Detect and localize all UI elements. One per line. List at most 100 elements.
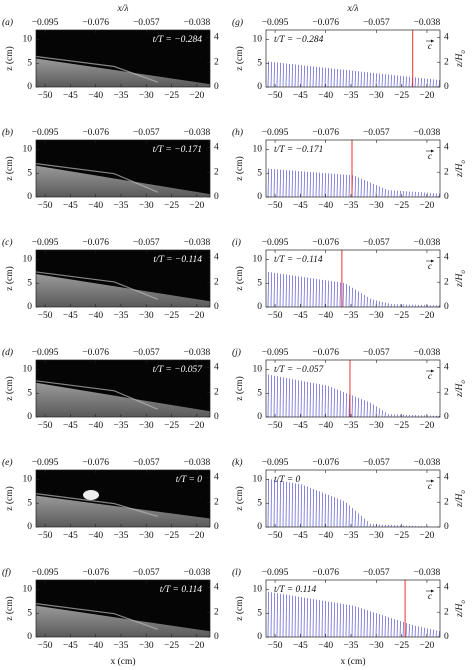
velocity-vector xyxy=(303,381,305,418)
velocity-vector xyxy=(282,274,284,308)
x-tick-label: −40 xyxy=(318,531,333,541)
velocity-vector xyxy=(393,304,395,308)
x-tick-label: −40 xyxy=(318,641,333,651)
panel: c −50 −45 −40 −35 −30 −25 −20 −0.095 −0.076 −0.057… xyxy=(232,127,467,211)
velocity-vector xyxy=(276,480,278,528)
velocity-vector xyxy=(267,591,269,638)
velocity-vector xyxy=(285,377,287,418)
top-tick-label: −0.038 xyxy=(184,18,211,28)
velocity-vector xyxy=(417,304,419,308)
velocity-vector xyxy=(369,298,371,308)
velocity-vector xyxy=(399,414,401,418)
x-tick-label: −50 xyxy=(268,641,283,651)
velocity-vector xyxy=(336,69,338,88)
h-tick-label: 2 xyxy=(214,387,219,397)
velocity-vector xyxy=(333,497,335,528)
velocity-vector xyxy=(435,79,437,88)
top-tick-label: −0.038 xyxy=(414,348,441,358)
velocity-vector xyxy=(273,62,275,88)
x-tick-label: −35 xyxy=(114,91,129,101)
velocity-vector xyxy=(384,616,386,638)
frame xyxy=(35,139,211,198)
vector-label: c xyxy=(428,262,433,272)
velocity-vector xyxy=(405,76,407,88)
velocity-vector xyxy=(333,173,335,198)
velocity-vector xyxy=(390,304,392,308)
h-tick-label: 0 xyxy=(444,522,449,532)
h-axis-label: z/Ho xyxy=(455,160,466,178)
velocity-vector xyxy=(321,384,323,418)
velocity-vector xyxy=(279,62,281,88)
top-tick-label: −0.057 xyxy=(133,568,160,578)
z-tick-label: 10 xyxy=(253,35,263,45)
x-tick-label: −25 xyxy=(394,201,409,211)
velocity-vector xyxy=(291,170,293,198)
velocity-vector xyxy=(345,502,347,528)
top-tick-label: −0.076 xyxy=(312,568,339,578)
velocity-vector xyxy=(312,383,314,418)
x-tick-label: −45 xyxy=(293,641,308,651)
velocity-vector xyxy=(378,614,380,638)
x-tick-label: −30 xyxy=(139,641,154,651)
velocity-vector xyxy=(429,629,431,638)
vector-arrowhead xyxy=(431,149,434,153)
velocity-vector xyxy=(297,483,299,528)
velocity-vector xyxy=(309,66,311,88)
velocity-vector xyxy=(405,191,407,198)
foam xyxy=(83,490,99,500)
x-tick-label: −45 xyxy=(293,311,308,321)
velocity-vector xyxy=(273,592,275,638)
x-tick-label: −30 xyxy=(369,201,384,211)
velocity-vector xyxy=(420,304,422,308)
water-surface xyxy=(35,493,158,518)
h-tick-label: 4 xyxy=(444,143,449,153)
water-surface xyxy=(35,271,159,300)
z-tick-label: 10 xyxy=(23,365,33,375)
z-tick-label: 0 xyxy=(257,632,262,642)
h-tick-label: 2 xyxy=(444,387,449,397)
panel: c −50 −45 −40 −35 −30 −25 −20 −0.095 −0.076 −0.057… xyxy=(232,17,467,101)
time-label: t/T = −0.114 xyxy=(274,255,323,265)
panel: −50 −45 −40 −35 −30 −25 −20 −0.095 −0.076 −0.057 −… xyxy=(2,237,219,321)
top-tick-label: −0.057 xyxy=(363,458,390,468)
h-tick-label: 4 xyxy=(444,363,449,373)
frame xyxy=(265,29,441,88)
velocity-vector xyxy=(303,171,305,198)
velocity-vector xyxy=(384,412,386,418)
velocity-vector xyxy=(387,524,389,528)
x-tick-label: −25 xyxy=(394,421,409,431)
velocity-vector xyxy=(342,174,344,198)
velocity-vector xyxy=(363,180,365,198)
panel: −50 −45 −40 −35 −30 −25 −20 −0.095 −0.076 −0.057 −… xyxy=(2,567,219,651)
h-axis-label-main: z/H xyxy=(455,163,465,178)
beach-image xyxy=(36,273,210,307)
x-tick-label: −25 xyxy=(164,91,179,101)
z-axis-label: z (cm) xyxy=(4,266,15,291)
velocity-vector xyxy=(321,67,323,88)
top-tick-label: −0.057 xyxy=(363,238,390,248)
velocity-vector xyxy=(306,277,308,308)
velocity-vector xyxy=(327,494,329,528)
x-tick-label: −35 xyxy=(114,641,129,651)
velocity-vector xyxy=(291,595,293,638)
velocity-vector xyxy=(276,376,278,418)
z-tick-label: 5 xyxy=(27,168,32,178)
vector-label: c xyxy=(428,592,433,602)
velocity-vector xyxy=(348,604,350,638)
time-label: t/T = −0.171 xyxy=(153,145,202,155)
x-tick-label: −40 xyxy=(318,91,333,101)
h-tick-label: 2 xyxy=(444,277,449,287)
velocity-vector xyxy=(363,518,365,528)
x-tick-label: −50 xyxy=(38,311,53,321)
frame xyxy=(35,469,211,528)
velocity-vector xyxy=(330,602,332,638)
velocity-vector xyxy=(381,73,383,88)
panel: −50 −45 −40 −35 −30 −25 −20 −0.095 −0.076 −0.057 −… xyxy=(2,17,219,101)
x-tick-label: −45 xyxy=(63,421,78,431)
top-tick-label: −0.095 xyxy=(262,238,289,248)
h-axis-label: z/Ho xyxy=(455,50,466,68)
velocity-vector xyxy=(288,63,290,88)
velocity-vector xyxy=(321,600,323,638)
velocity-vector xyxy=(435,630,437,638)
velocity-vector xyxy=(300,597,302,638)
